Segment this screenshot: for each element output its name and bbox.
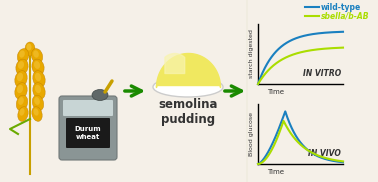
Ellipse shape bbox=[16, 95, 28, 111]
FancyBboxPatch shape bbox=[128, 0, 246, 182]
Ellipse shape bbox=[35, 85, 41, 93]
Ellipse shape bbox=[15, 71, 27, 87]
Ellipse shape bbox=[33, 71, 45, 87]
FancyBboxPatch shape bbox=[0, 0, 128, 182]
Ellipse shape bbox=[16, 59, 28, 75]
Ellipse shape bbox=[34, 97, 40, 105]
Text: starch digested: starch digested bbox=[249, 29, 254, 78]
Ellipse shape bbox=[31, 49, 43, 63]
Ellipse shape bbox=[25, 42, 35, 56]
Ellipse shape bbox=[26, 43, 31, 50]
Text: semolina
pudding: semolina pudding bbox=[158, 98, 218, 126]
Ellipse shape bbox=[32, 59, 44, 75]
Text: Time: Time bbox=[268, 169, 285, 175]
FancyBboxPatch shape bbox=[59, 96, 117, 160]
Ellipse shape bbox=[33, 50, 39, 58]
Ellipse shape bbox=[153, 77, 223, 97]
Ellipse shape bbox=[35, 73, 41, 81]
FancyBboxPatch shape bbox=[248, 0, 378, 182]
Ellipse shape bbox=[17, 73, 23, 81]
Text: wild-type: wild-type bbox=[321, 3, 361, 11]
Ellipse shape bbox=[19, 108, 25, 116]
Ellipse shape bbox=[19, 50, 25, 58]
Text: Blood glucose: Blood glucose bbox=[249, 112, 254, 156]
Ellipse shape bbox=[18, 61, 24, 69]
Ellipse shape bbox=[33, 83, 45, 99]
Text: IN VIVO: IN VIVO bbox=[308, 149, 341, 158]
Ellipse shape bbox=[32, 95, 44, 111]
Ellipse shape bbox=[33, 108, 39, 116]
Ellipse shape bbox=[17, 85, 23, 93]
Text: Durum
wheat: Durum wheat bbox=[75, 126, 101, 140]
Ellipse shape bbox=[17, 49, 29, 63]
Ellipse shape bbox=[18, 97, 24, 105]
Text: IN VITRO: IN VITRO bbox=[303, 69, 341, 78]
Text: sbella/b-AB: sbella/b-AB bbox=[321, 11, 370, 21]
Ellipse shape bbox=[92, 90, 108, 100]
Ellipse shape bbox=[18, 107, 28, 121]
Text: Time: Time bbox=[268, 89, 285, 95]
Ellipse shape bbox=[15, 83, 27, 99]
Ellipse shape bbox=[34, 61, 40, 69]
FancyBboxPatch shape bbox=[66, 118, 110, 148]
FancyBboxPatch shape bbox=[63, 100, 113, 116]
Ellipse shape bbox=[32, 107, 42, 121]
